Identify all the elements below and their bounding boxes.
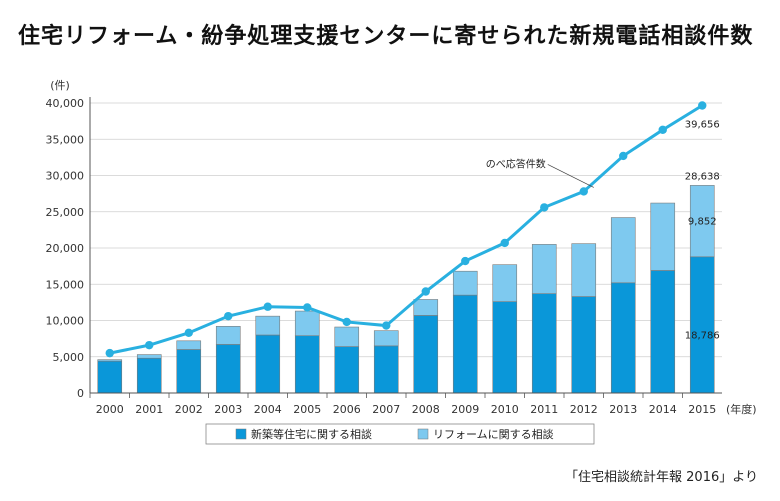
- y-tick-label: 25,000: [46, 206, 85, 219]
- y-tick-label: 35,000: [46, 133, 85, 146]
- bar-reform: [373, 330, 399, 347]
- line-point: [105, 348, 114, 358]
- bar-reform: [650, 202, 676, 271]
- y-tick-label: 40,000: [46, 97, 85, 110]
- line-point: [263, 302, 272, 311]
- line-series-label: のべ応答件数: [486, 157, 546, 170]
- bar-new-build: [255, 334, 281, 394]
- x-unit-label: (年度): [726, 402, 757, 416]
- y-tick-label: 15,000: [46, 278, 85, 291]
- line-path: [109, 104, 704, 355]
- bar-new-build: [531, 293, 557, 394]
- bar-new-build: [571, 296, 597, 394]
- bar-reform: [492, 264, 518, 302]
- bar-reform: [413, 299, 439, 316]
- bar-reform: [176, 340, 202, 350]
- legend-box: [205, 423, 595, 445]
- bar-reform: [136, 354, 162, 359]
- line-point: [224, 311, 233, 321]
- data-label-line-2015: 39,656: [685, 119, 720, 130]
- x-axis: 2000 2001 2002 2003 2004 2005 2006 2007 2008 2009…: [89, 392, 757, 416]
- bar-new-build: [334, 346, 360, 394]
- bar-reform: [334, 326, 360, 347]
- bar-reform: [610, 217, 636, 284]
- data-label-new-build-2015: 18,786: [685, 331, 720, 342]
- line-point: [698, 101, 707, 110]
- line-point: [461, 256, 470, 266]
- line-point: [382, 321, 391, 330]
- y-tick-label: 30,000: [46, 170, 85, 183]
- bars: [97, 185, 715, 394]
- line-point: [500, 238, 509, 248]
- bar-new-build: [215, 344, 241, 394]
- bar-reform: [452, 270, 478, 296]
- bar-new-build: [413, 315, 439, 394]
- line-point: [342, 317, 351, 327]
- bar-reform: [255, 315, 281, 336]
- y-tick-label: 20,000: [46, 242, 85, 255]
- bar-new-build: [97, 360, 123, 394]
- x-tick-label: 2008: [412, 403, 440, 416]
- legend-label: 新築等住宅に関する相談: [251, 427, 372, 441]
- bar-new-build: [373, 345, 399, 394]
- bar-new-build: [176, 349, 202, 394]
- line-point: [303, 303, 312, 312]
- line-point: [658, 125, 667, 135]
- line-point: [540, 203, 549, 212]
- x-tick-label: 2007: [372, 403, 400, 416]
- line-point: [619, 151, 628, 161]
- chart-title: 住宅リフォーム・紛争処理支援センターに寄せられた新規電話相談件数: [18, 24, 754, 49]
- data-labels: のべ応答件数 39,656 28,638 9,852 18,786: [486, 119, 720, 341]
- bar-new-build: [294, 335, 320, 394]
- x-tick-label: 2010: [491, 403, 519, 416]
- bar-reform: [689, 185, 715, 258]
- x-tick-label: 2015: [688, 403, 716, 416]
- x-tick-label: 2004: [254, 403, 282, 416]
- line-point: [145, 340, 154, 350]
- total-line: [105, 101, 707, 358]
- y-axis: 0 5,000 10,000 15,000 20,000 25,000 30,000 35,0…: [46, 79, 91, 400]
- y-tick-label: 10,000: [46, 315, 85, 328]
- line-point: [579, 187, 588, 196]
- legend: 新築等住宅に関する相談 リフォームに関する相談: [205, 423, 595, 445]
- line-series-leader: [547, 164, 594, 188]
- bar-reform: [294, 310, 320, 337]
- x-tick-label: 2012: [570, 403, 598, 416]
- bar-new-build: [610, 282, 636, 394]
- legend-label: リフォームに関する相談: [433, 427, 554, 441]
- x-tick-label: 2005: [293, 403, 321, 416]
- x-tick-label: 2011: [530, 403, 558, 416]
- legend-swatch: [417, 428, 429, 440]
- y-tick-label: 0: [77, 387, 84, 400]
- x-tick-label: 2014: [649, 403, 677, 416]
- bar-new-build: [650, 270, 676, 394]
- x-tick-label: 2000: [96, 403, 124, 416]
- bar-new-build: [136, 357, 162, 394]
- bar-new-build: [492, 301, 518, 394]
- data-label-total-2015: 28,638: [685, 171, 720, 182]
- source-note: 「住宅相談統計年報 2016」より: [565, 470, 758, 485]
- line-point: [421, 287, 430, 296]
- legend-swatch: [235, 428, 247, 440]
- bar-new-build: [452, 294, 478, 394]
- y-tick-label: 5,000: [53, 351, 85, 364]
- data-label-reform-2015: 9,852: [688, 217, 717, 228]
- bar-reform: [215, 325, 241, 345]
- y-unit-label: (件): [50, 79, 70, 92]
- x-tick-label: 2001: [135, 403, 163, 416]
- bar-reform: [571, 243, 597, 297]
- x-tick-label: 2006: [333, 403, 361, 416]
- x-tick-label: 2002: [175, 403, 203, 416]
- x-tick-label: 2009: [451, 403, 479, 416]
- line-point: [184, 328, 193, 338]
- x-tick-label: 2003: [214, 403, 242, 416]
- bar-new-build: [689, 256, 715, 394]
- x-tick-label: 2013: [609, 403, 637, 416]
- bar-reform: [97, 359, 123, 362]
- bar-reform: [531, 244, 557, 294]
